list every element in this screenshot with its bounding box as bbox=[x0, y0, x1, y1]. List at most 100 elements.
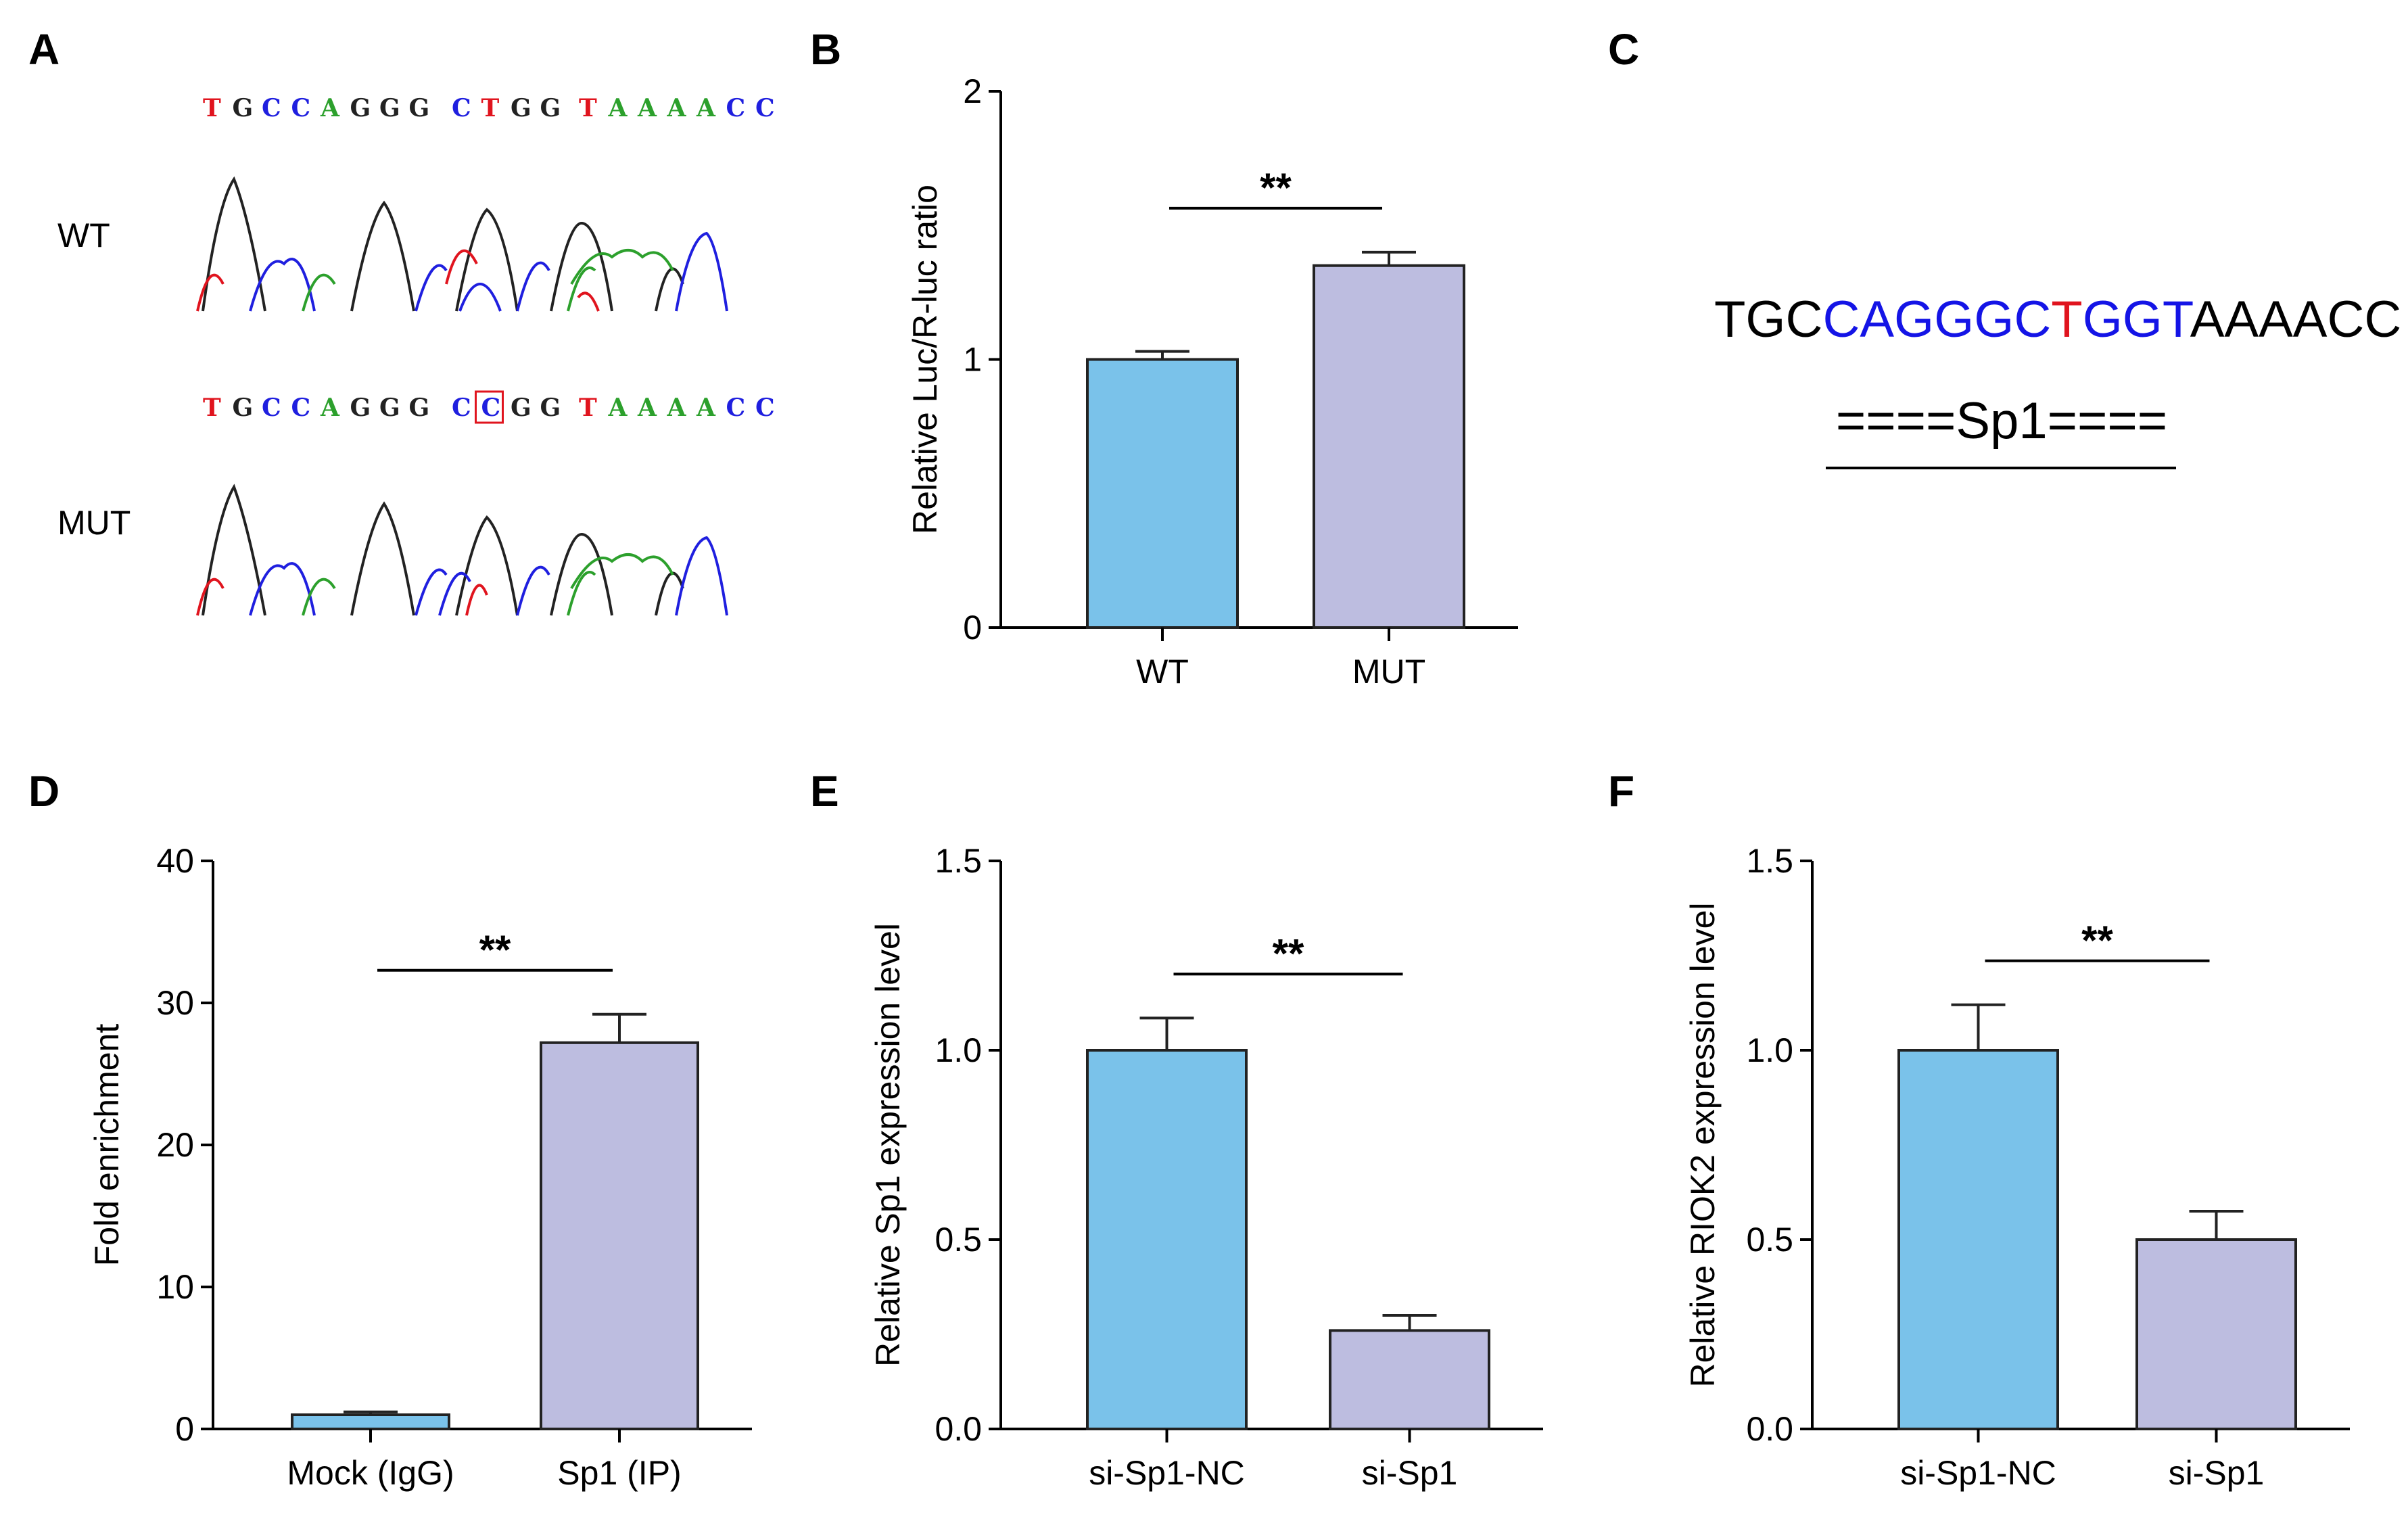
x-tick-label: si-Sp1 bbox=[1362, 1454, 1458, 1492]
bar-mock-igg- bbox=[291, 1413, 450, 1430]
trace-c bbox=[249, 231, 728, 312]
y-tick-label: 2 bbox=[963, 72, 982, 110]
panel-f-letter: F bbox=[1608, 767, 1634, 816]
base-letter: C bbox=[755, 394, 775, 422]
base-letter: C bbox=[262, 394, 281, 422]
x-tick-label: Sp1 (IP) bbox=[557, 1454, 681, 1492]
motif-segment: GGT bbox=[2083, 291, 2193, 348]
y-tick-label: 1 bbox=[963, 341, 982, 379]
trace-g bbox=[202, 176, 684, 312]
x-tick-label: WT bbox=[1136, 653, 1189, 690]
base-letter: C bbox=[755, 94, 775, 122]
y-tick-label: 1.5 bbox=[1746, 842, 1793, 880]
motif-segment: TGC bbox=[1714, 291, 1822, 348]
base-letter: T bbox=[481, 94, 500, 122]
y-tick-label: 0.5 bbox=[1746, 1221, 1793, 1259]
panel-d-chart: D 0 10 20 30 40 Fold enrichment Mock (IgG) Sp1 (… bbox=[28, 767, 752, 1492]
y-tick-label: 40 bbox=[156, 842, 194, 880]
base-letter: G bbox=[511, 394, 532, 422]
base-letter: G bbox=[540, 94, 561, 122]
y-tick-label: 0.0 bbox=[935, 1410, 982, 1448]
base-letter: G bbox=[379, 394, 400, 422]
panel-f-chart: F 0.0 0.5 1.0 1.5 Relative RIOK2 expression l… bbox=[1608, 767, 2350, 1492]
x-tick-label: Mock (IgG) bbox=[287, 1454, 454, 1492]
base-letter: G bbox=[379, 94, 400, 122]
base-letter: G bbox=[511, 94, 532, 122]
y-tick-label: 1.0 bbox=[935, 1031, 982, 1069]
base-letter: A bbox=[637, 394, 657, 422]
base-letter: G bbox=[350, 94, 371, 122]
sp1-motif-label: ====Sp1==== bbox=[1836, 392, 2167, 450]
y-axis-title: Relative Luc/R-luc ratio bbox=[906, 185, 944, 534]
x-tick-label: si-Sp1-NC bbox=[1089, 1454, 1245, 1492]
y-tick-label: 0.5 bbox=[935, 1221, 982, 1259]
trace-t bbox=[196, 578, 488, 616]
wt-label: WT bbox=[57, 216, 110, 254]
motif-segment: CAGGGC bbox=[1822, 291, 2051, 348]
base-letter: G bbox=[233, 94, 254, 122]
panel-b-chart: B 0 1 2 Relative Luc/R-luc ratio WT MUT ** bbox=[810, 25, 1518, 690]
motif-segment: AAAACC bbox=[2190, 291, 2402, 348]
trace-g bbox=[202, 484, 684, 616]
panel-c-letter: C bbox=[1608, 25, 1639, 74]
y-tick-label: 30 bbox=[156, 984, 194, 1022]
trace-t bbox=[196, 249, 600, 312]
y-tick-label: 0.0 bbox=[1746, 1410, 1793, 1448]
base-letter: C bbox=[291, 394, 311, 422]
y-tick-label: 0 bbox=[963, 609, 982, 647]
base-letter: A bbox=[696, 94, 716, 122]
significance-label: ** bbox=[1273, 931, 1304, 976]
y-tick-label: 1.0 bbox=[1746, 1031, 1793, 1069]
y-tick-label: 1.5 bbox=[935, 842, 982, 880]
panel-e-letter: E bbox=[810, 767, 839, 816]
y-tick-label: 20 bbox=[156, 1126, 194, 1164]
bar-si-sp1 bbox=[2135, 1238, 2297, 1430]
motif-sequence: TGCCAGGGCTGGTAAAACC bbox=[1714, 291, 2401, 348]
y-tick-label: 0 bbox=[175, 1410, 194, 1448]
panel-d-letter: D bbox=[28, 767, 60, 816]
base-letter: C bbox=[452, 394, 471, 422]
base-letter: T bbox=[579, 394, 597, 422]
bar-wt bbox=[1086, 358, 1239, 629]
base-letter: G bbox=[233, 394, 254, 422]
bar-si-sp1-nc bbox=[1897, 1049, 2059, 1430]
significance-label: ** bbox=[479, 927, 511, 972]
base-letter: C bbox=[291, 94, 311, 122]
motif-segment: T bbox=[2051, 291, 2082, 348]
base-letter: G bbox=[540, 394, 561, 422]
base-letter: T bbox=[579, 94, 597, 122]
x-tick-label: si-Sp1 bbox=[2169, 1454, 2265, 1492]
base-letter: G bbox=[350, 394, 371, 422]
y-axis-title: Relative RIOK2 expression level bbox=[1684, 903, 1722, 1388]
wt-chromatogram bbox=[196, 176, 728, 312]
base-letter: A bbox=[667, 394, 687, 422]
base-letter: A bbox=[320, 394, 340, 422]
base-letter: C bbox=[726, 94, 746, 122]
mutation-highlight-box bbox=[475, 390, 504, 424]
y-tick-label: 10 bbox=[156, 1268, 194, 1306]
base-letter: G bbox=[409, 94, 430, 122]
base-letter: G bbox=[409, 394, 430, 422]
base-letter: A bbox=[696, 394, 716, 422]
trace-c bbox=[249, 536, 728, 616]
bar-sp1-ip- bbox=[540, 1041, 699, 1431]
bar-si-sp1 bbox=[1329, 1329, 1490, 1431]
x-tick-label: si-Sp1-NC bbox=[1900, 1454, 2056, 1492]
panel-e-chart: E 0.0 0.5 1.0 1.5 Relative Sp1 expression lev… bbox=[810, 767, 1543, 1492]
significance-label: ** bbox=[1260, 165, 1292, 210]
x-tick-label: MUT bbox=[1352, 653, 1425, 690]
bar-mut bbox=[1313, 264, 1465, 630]
base-letter: T bbox=[203, 94, 221, 122]
panel-a-letter: A bbox=[28, 25, 60, 74]
panel-c: C TGCCAGGGCTGGTAAAACC ====Sp1==== bbox=[1608, 25, 2401, 469]
trace-a bbox=[302, 249, 674, 312]
base-letter: C bbox=[262, 94, 281, 122]
base-letter: C bbox=[452, 94, 471, 122]
base-letter: C bbox=[726, 394, 746, 422]
mut-label: MUT bbox=[57, 504, 131, 542]
significance-label: ** bbox=[2081, 918, 2113, 963]
